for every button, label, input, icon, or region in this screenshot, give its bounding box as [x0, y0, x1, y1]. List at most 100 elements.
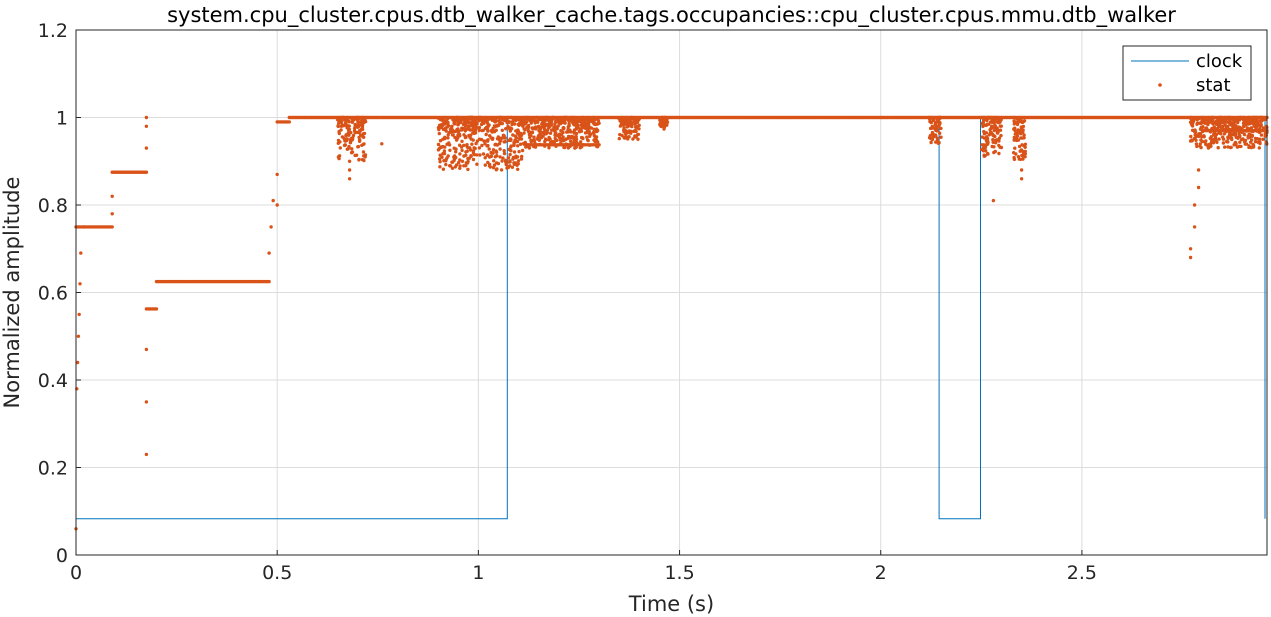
stat-point	[362, 131, 367, 136]
stat-point	[339, 115, 343, 120]
stat-point	[1257, 137, 1261, 141]
stat-point	[518, 131, 523, 135]
stat-point	[495, 154, 499, 158]
stat-point	[1253, 140, 1258, 144]
stat-point	[1212, 130, 1217, 134]
stat-point	[522, 141, 526, 146]
stat-point	[635, 124, 639, 129]
stat-point	[345, 147, 349, 151]
stat-point	[1217, 128, 1221, 133]
stat-point	[619, 122, 623, 127]
stat-point	[1207, 116, 1212, 120]
stat-point	[982, 145, 987, 150]
stat-point	[578, 146, 582, 150]
stat-point	[475, 153, 479, 157]
stat-point	[538, 127, 543, 131]
stat-point	[474, 141, 478, 146]
stat-point	[471, 126, 475, 130]
stat-point	[458, 158, 462, 162]
stat-point	[481, 128, 485, 132]
stat-point	[493, 143, 497, 147]
stat-point	[585, 138, 590, 142]
stat-point	[1209, 128, 1213, 132]
stat-point	[930, 137, 935, 142]
stat-point	[485, 144, 489, 148]
stat-point	[465, 149, 469, 153]
stat-point	[663, 117, 667, 121]
stat-point	[441, 137, 445, 141]
stat-point	[663, 122, 667, 127]
stat-point	[447, 116, 451, 120]
stat-point	[437, 131, 441, 136]
stat-point	[1201, 125, 1205, 129]
stat-point	[1196, 185, 1201, 190]
stat-point	[617, 136, 621, 141]
stat-point	[1258, 141, 1262, 146]
stat-point	[439, 145, 443, 149]
stat-point	[474, 125, 478, 130]
stat-point	[470, 142, 474, 146]
stat-point	[144, 170, 149, 174]
stat-point	[595, 129, 599, 134]
stat-point	[998, 128, 1003, 132]
stat-point	[1264, 124, 1269, 129]
stat-point	[1019, 168, 1024, 172]
stat-point	[500, 159, 504, 163]
stat-point	[1221, 135, 1225, 139]
stat-point	[632, 118, 636, 123]
stat-point	[1015, 134, 1020, 138]
stat-point	[520, 148, 525, 153]
stat-point	[551, 115, 555, 120]
stat-point	[356, 144, 361, 149]
stat-point	[1219, 132, 1223, 136]
stat-point	[548, 143, 552, 147]
stat-point	[502, 149, 506, 153]
stat-point	[521, 123, 525, 128]
stat-point	[436, 148, 441, 152]
stat-point	[1198, 132, 1202, 136]
stat-point	[1257, 146, 1262, 150]
stat-point	[1259, 115, 1263, 120]
stat-point	[553, 136, 557, 141]
stat-point	[457, 129, 461, 133]
stat-point	[1259, 124, 1263, 128]
stat-point	[938, 121, 942, 125]
stat-point	[1222, 132, 1227, 136]
stat-point	[549, 123, 553, 127]
stat-point	[586, 123, 590, 127]
stat-point	[450, 166, 455, 170]
stat-point	[987, 115, 992, 120]
stat-point	[450, 128, 455, 132]
stat-point	[475, 122, 479, 126]
stat-point	[440, 122, 444, 127]
stat-point	[455, 116, 459, 120]
stat-point	[1224, 129, 1229, 134]
stat-point	[557, 132, 562, 136]
stat-point	[553, 133, 557, 137]
stat-point	[456, 136, 460, 140]
stat-point	[559, 129, 563, 133]
legend-stat-label: stat	[1196, 75, 1231, 96]
stat-point	[532, 116, 536, 120]
stat-point	[1213, 126, 1217, 130]
stat-point	[499, 115, 503, 120]
stat-point	[337, 120, 342, 125]
stat-point	[466, 121, 471, 125]
stat-point	[569, 130, 573, 134]
stat-point	[574, 123, 578, 128]
stat-point	[508, 129, 512, 133]
stat-point	[464, 153, 468, 157]
stat-point	[991, 198, 996, 203]
stat-point	[1236, 125, 1240, 129]
stat-point	[1203, 115, 1207, 120]
stat-point	[662, 127, 666, 131]
stat-point	[1192, 203, 1197, 207]
stat-point	[1242, 140, 1247, 144]
stat-point	[938, 131, 942, 135]
stat-point	[454, 150, 458, 154]
stat-point	[457, 160, 461, 165]
stat-point	[359, 123, 363, 127]
stat-point	[492, 159, 496, 163]
stat-point	[999, 145, 1004, 150]
stat-point	[491, 148, 496, 152]
